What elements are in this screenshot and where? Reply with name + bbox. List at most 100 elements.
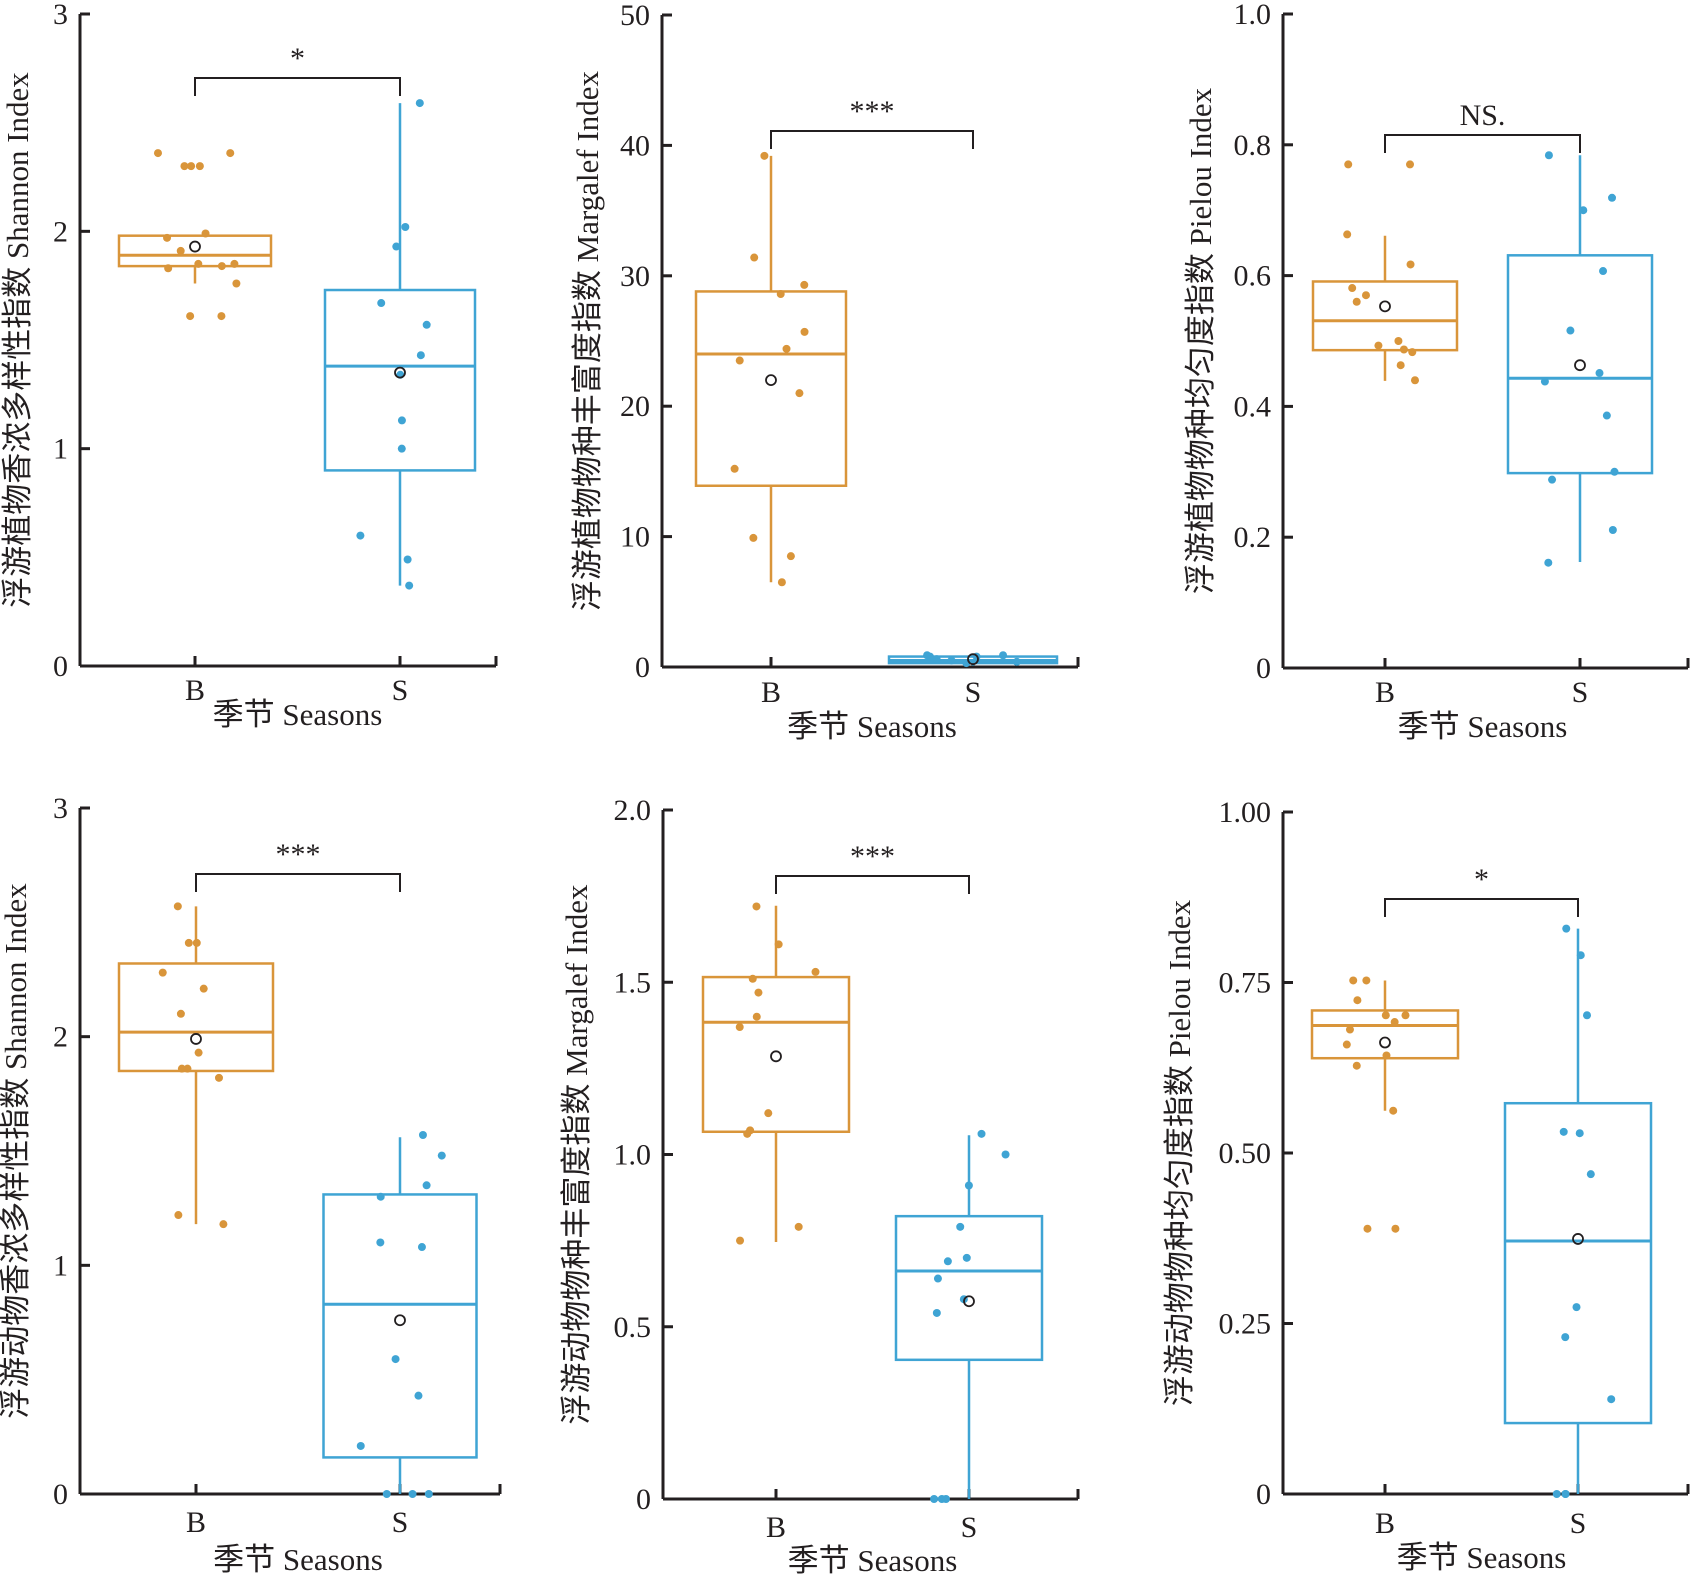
x-tick-label-s: S: [392, 674, 409, 707]
data-point: [1363, 1224, 1372, 1233]
data-point: [356, 531, 365, 540]
data-point: [1566, 326, 1575, 335]
data-point: [750, 253, 759, 262]
data-point: [730, 464, 739, 473]
significance-label: NS.: [1460, 99, 1506, 132]
data-point: [956, 1222, 965, 1231]
y-tick-label: 0.25: [1219, 1308, 1272, 1341]
data-point: [1586, 1170, 1595, 1179]
data-point: [176, 1009, 185, 1018]
data-point: [391, 1355, 400, 1364]
data-point: [1012, 657, 1021, 666]
mean-marker: [1379, 1036, 1391, 1049]
data-point: [1595, 369, 1604, 378]
data-point: [201, 229, 210, 238]
data-point: [376, 1192, 385, 1201]
y-tick-label: 0: [1256, 1478, 1271, 1511]
data-point: [795, 389, 804, 398]
data-point: [417, 1243, 426, 1252]
y-tick-label: 0.75: [1219, 967, 1272, 1000]
data-point: [800, 327, 809, 336]
data-point: [1576, 951, 1585, 960]
y-tick-label: 10: [620, 521, 650, 554]
box-group-b: [1310, 976, 1460, 1233]
data-point: [392, 242, 401, 251]
data-point: [1572, 1303, 1581, 1312]
data-point: [1344, 160, 1353, 169]
data-point: [999, 651, 1008, 660]
data-point: [195, 162, 204, 171]
chart-panel-phyto-shannon: 0 1 2 3 B S 季节 Seasons 浮游植物香浓多样性指数 Shannon Inde…: [0, 0, 498, 732]
data-point: [186, 312, 195, 321]
data-point: [192, 938, 201, 947]
data-point: [1345, 1025, 1354, 1034]
data-point: [743, 1129, 752, 1138]
data-point: [923, 651, 932, 660]
x-tick-label-s: S: [1572, 676, 1589, 709]
data-point: [1001, 1150, 1010, 1159]
data-point: [158, 968, 167, 977]
data-point: [932, 1308, 941, 1317]
data-point: [422, 320, 431, 329]
data-point: [174, 1211, 183, 1220]
significance-label: *: [1474, 863, 1489, 896]
x-tick-label-b: B: [186, 1506, 206, 1539]
data-point: [173, 902, 182, 911]
data-point: [1352, 1061, 1361, 1070]
data-point: [1406, 160, 1415, 169]
data-point: [1559, 1127, 1568, 1136]
data-point: [1408, 348, 1417, 357]
data-point: [1391, 1224, 1400, 1233]
x-axis-title: 季节 Seasons: [213, 1542, 383, 1574]
data-point: [736, 1236, 745, 1245]
data-point: [748, 974, 757, 983]
data-point: [782, 344, 791, 353]
box-group-s: [887, 651, 1059, 668]
significance-label: *: [290, 42, 305, 75]
data-point: [176, 246, 185, 255]
data-point: [1352, 297, 1361, 306]
box-group-s: [894, 1129, 1044, 1503]
data-point: [777, 578, 786, 587]
chart-panel-phyto-pielou: 0 0.2 0.4 0.6 0.8 1.0 B S季节 Seasons 浮游植物物种均匀度指数 …: [1183, 0, 1690, 744]
y-tick-label: 1: [53, 433, 68, 466]
x-axis-title: 季节 Seasons: [788, 1543, 958, 1574]
mean-marker: [394, 1314, 406, 1327]
data-point: [1544, 151, 1553, 160]
data-point: [1561, 1333, 1570, 1342]
box-group-s: [1506, 151, 1654, 567]
x-axis-title: 季节 Seasons: [787, 709, 957, 744]
y-tick-label: 3: [53, 792, 68, 825]
y-tick-label: 0: [1256, 652, 1271, 685]
x-tick-label-b: B: [1375, 1507, 1395, 1540]
data-point: [1608, 193, 1617, 202]
box-iqr: [1503, 1101, 1653, 1425]
box-group-b: [117, 149, 273, 321]
data-point: [183, 1064, 192, 1073]
x-axis-title: 季节 Seasons: [213, 697, 383, 732]
data-point: [977, 1129, 986, 1138]
data-point: [437, 1151, 446, 1160]
y-tick-label: 2: [53, 1021, 68, 1054]
data-point: [422, 1181, 431, 1190]
significance-bracket: [775, 875, 970, 894]
y-tick-label: 0.8: [1234, 129, 1272, 162]
y-tick-label: 50: [620, 0, 650, 32]
data-point: [1540, 377, 1549, 386]
data-point: [1575, 1129, 1584, 1138]
data-point: [1374, 341, 1383, 350]
data-point: [1406, 260, 1415, 269]
data-point: [1410, 376, 1419, 385]
data-point: [416, 351, 425, 360]
mean-marker: [770, 1050, 782, 1063]
data-point: [153, 149, 162, 158]
significance-bracket: [195, 873, 401, 892]
box-group-s: [1503, 924, 1653, 1498]
y-axis-title: 浮游动物物种均匀度指数 Pielou Index: [1162, 899, 1197, 1406]
y-tick-label: 40: [620, 129, 650, 162]
data-point: [217, 312, 226, 321]
x-tick-label-s: S: [1570, 1507, 1587, 1540]
y-tick-label: 0: [53, 650, 68, 683]
data-point: [194, 259, 203, 268]
